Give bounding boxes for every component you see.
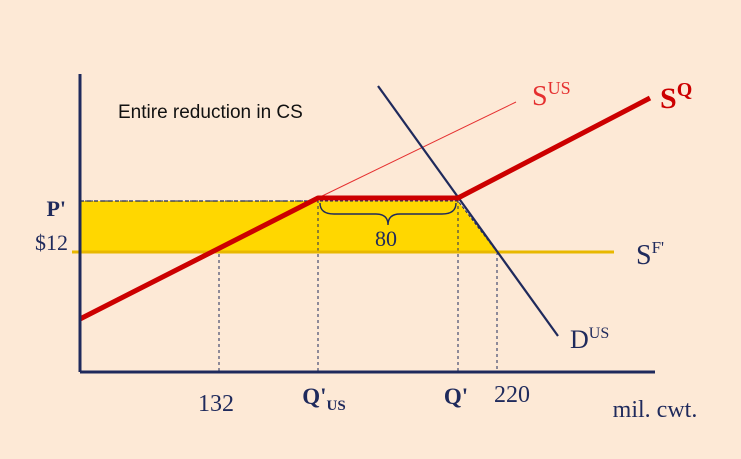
s-q-base: S xyxy=(660,82,677,115)
quota-supply-line xyxy=(78,95,652,322)
x-tick-132: 132 xyxy=(198,391,234,417)
x-tick-q-us: Q'US xyxy=(302,384,345,414)
s-q-label: SQ xyxy=(660,79,692,115)
s-f-sup: F' xyxy=(652,238,665,257)
s-us-label: SUS xyxy=(532,78,571,112)
x-tick-q-prime: Q' xyxy=(444,384,468,409)
s-us-sup: US xyxy=(548,78,571,98)
d-us-label: DUS xyxy=(570,325,609,354)
world-price-label: $12 xyxy=(35,230,68,255)
p-prime-label: P' xyxy=(46,196,66,221)
quota-bracket xyxy=(319,202,457,226)
domestic-supply-line xyxy=(317,101,517,199)
s-f-base: S xyxy=(636,240,652,271)
q-us-base: Q' xyxy=(302,384,326,409)
d-us-base: D xyxy=(570,325,589,354)
bracket-value-label: 80 xyxy=(375,226,397,251)
x-axis-unit: mil. cwt. xyxy=(613,397,698,423)
q-us-subscript: US xyxy=(327,398,346,414)
x-tick-220: 220 xyxy=(494,382,530,408)
s-us-base: S xyxy=(532,81,548,112)
demand-line xyxy=(377,85,559,337)
cs-reduction-region xyxy=(79,200,499,253)
s-f-label: SF' xyxy=(636,238,664,271)
d-us-sup: US xyxy=(589,325,609,342)
s-q-sup: Q xyxy=(677,79,693,101)
reduction-annotation: Entire reduction in CS xyxy=(118,102,303,123)
